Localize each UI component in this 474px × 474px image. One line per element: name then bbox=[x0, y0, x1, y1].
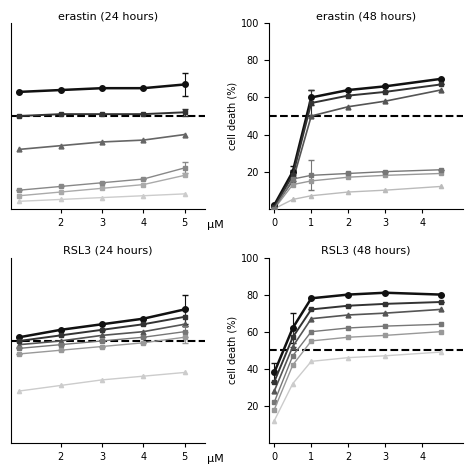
Y-axis label: cell death (%): cell death (%) bbox=[228, 316, 238, 384]
Y-axis label: cell death (%): cell death (%) bbox=[228, 82, 238, 150]
Text: μM: μM bbox=[207, 454, 224, 464]
Text: μM: μM bbox=[207, 220, 224, 230]
Title: RSL3 (24 hours): RSL3 (24 hours) bbox=[64, 246, 153, 255]
Title: RSL3 (48 hours): RSL3 (48 hours) bbox=[321, 246, 410, 255]
Title: erastin (24 hours): erastin (24 hours) bbox=[58, 11, 158, 21]
Title: erastin (48 hours): erastin (48 hours) bbox=[316, 11, 416, 21]
